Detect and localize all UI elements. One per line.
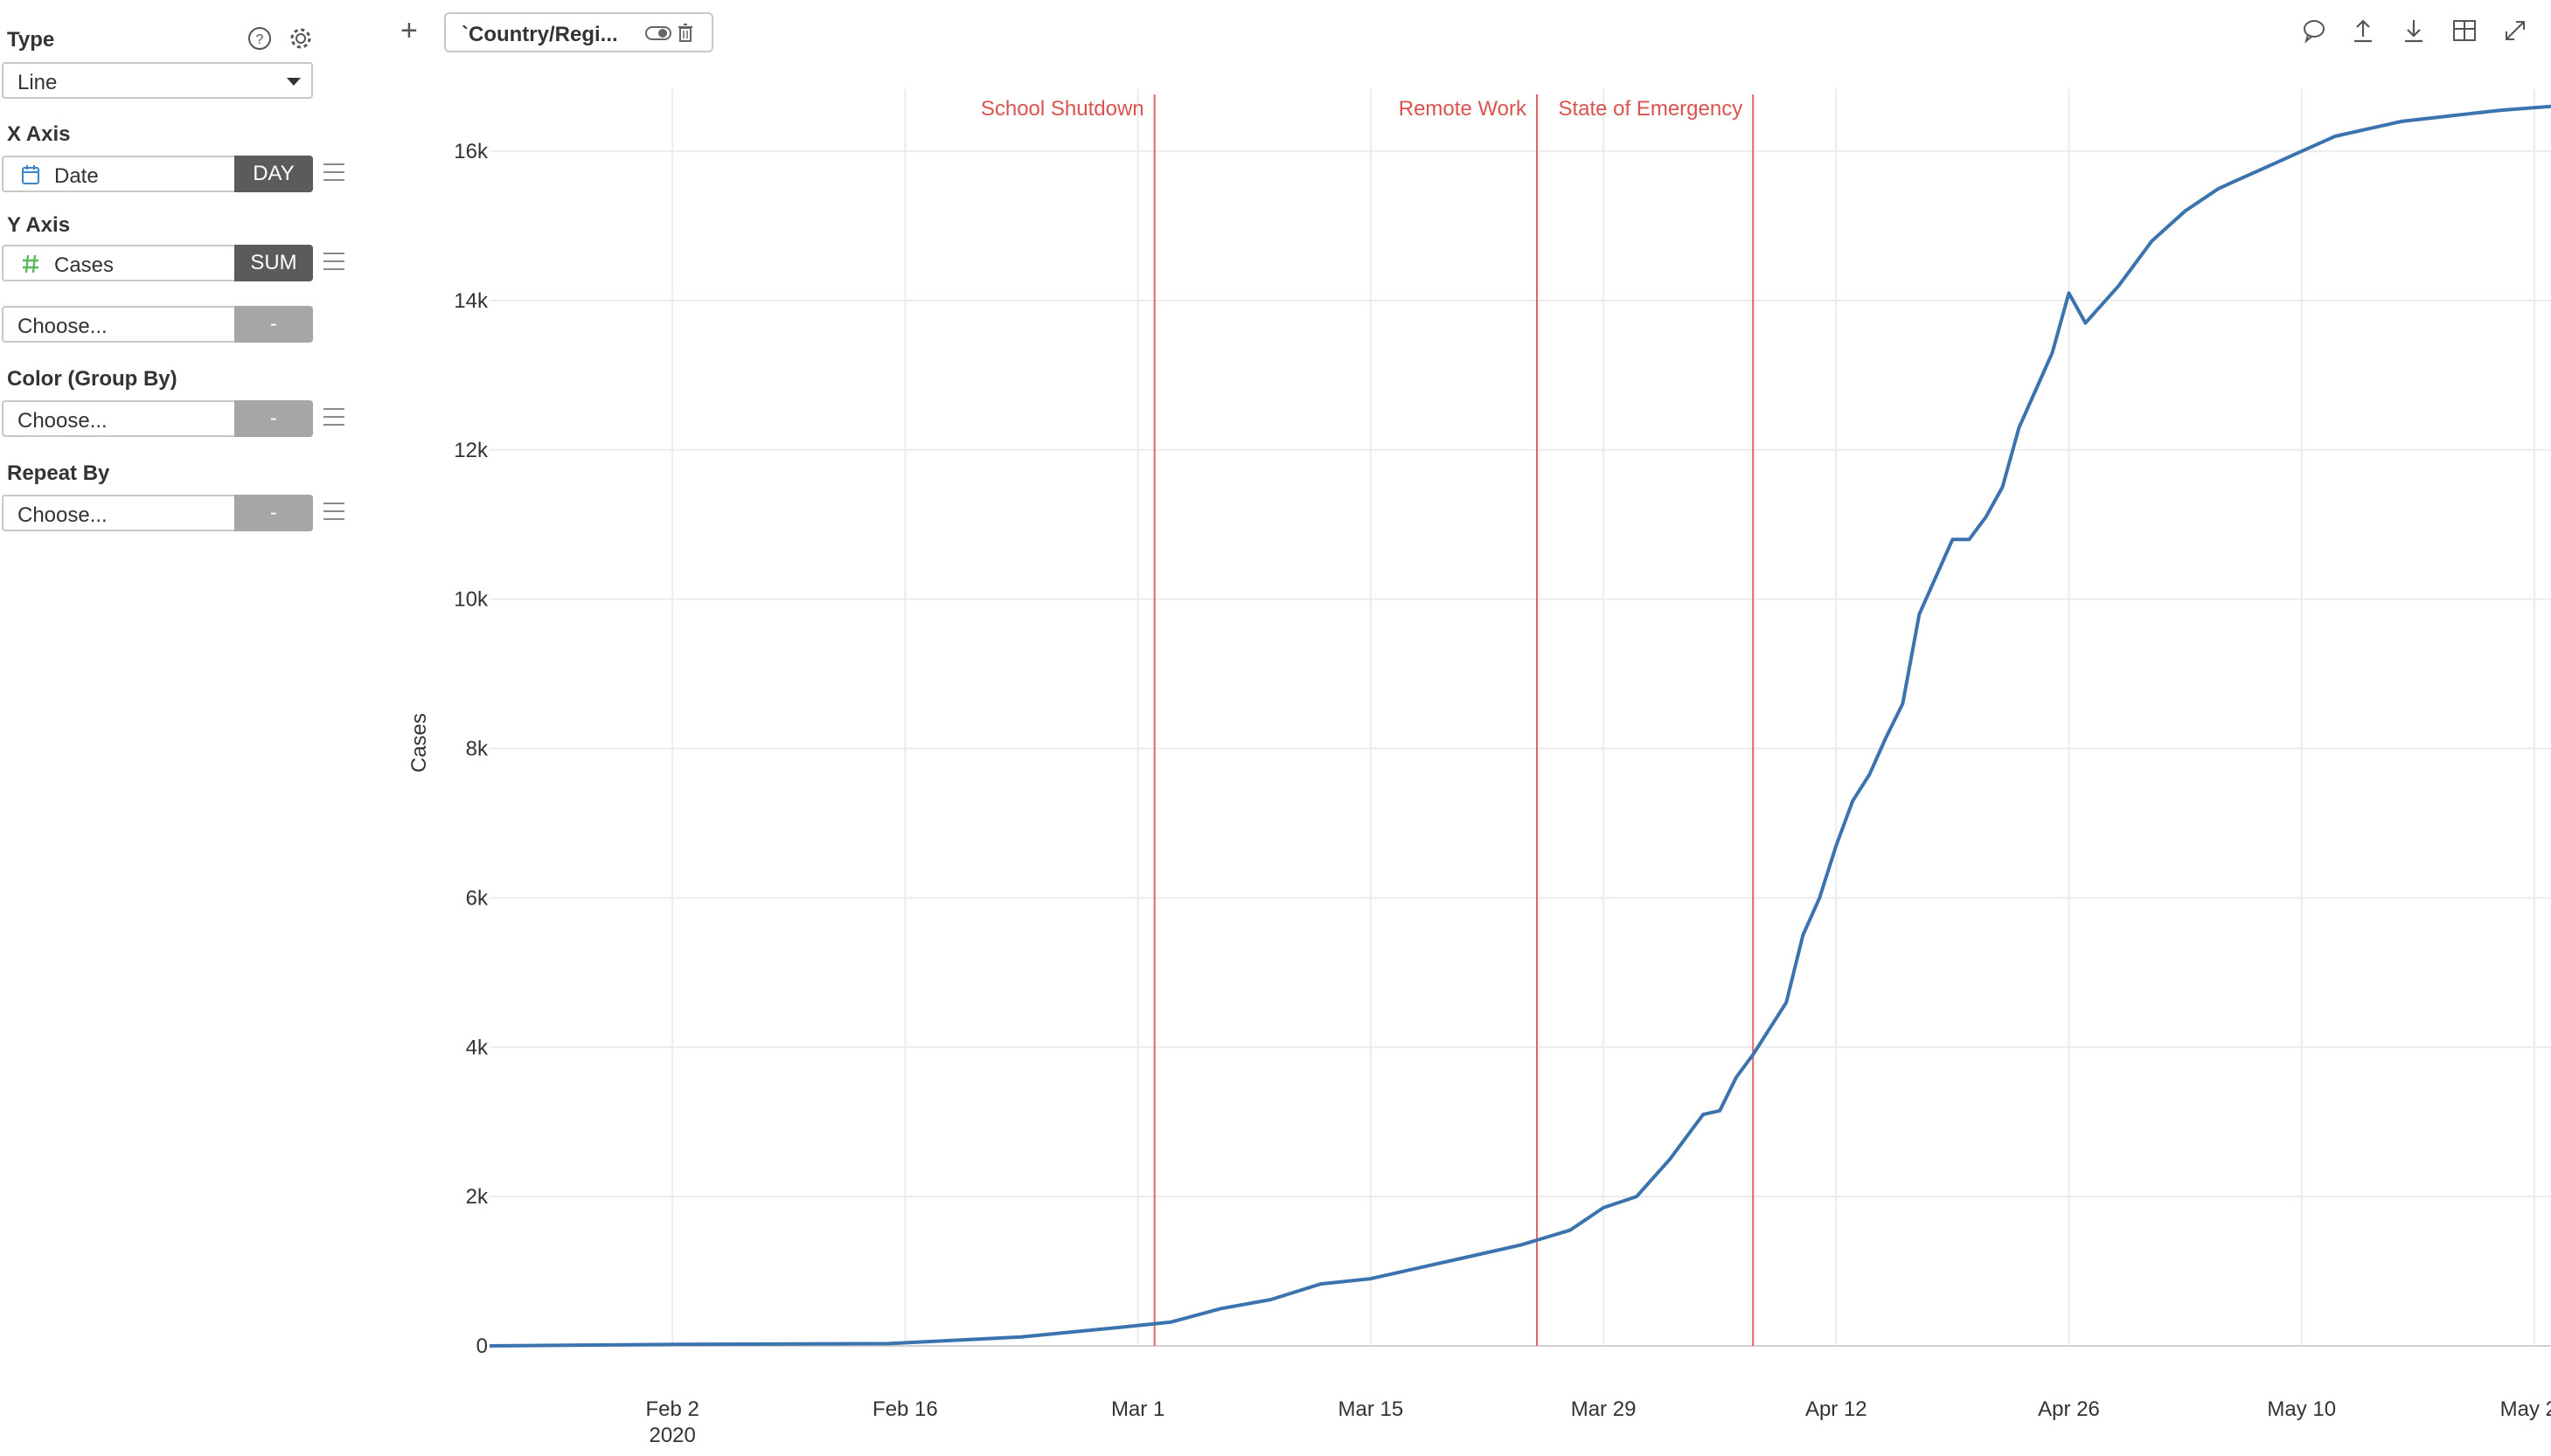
y-axis-aggregation-button[interactable]: SUM — [234, 245, 313, 281]
y-axis-title: Cases — [407, 713, 431, 773]
repeat-by-label: Repeat By — [7, 461, 110, 485]
x-axis-menu-icon[interactable] — [323, 163, 346, 183]
download-icon[interactable] — [2401, 17, 2427, 44]
x-axis-label: X Axis — [7, 122, 71, 146]
series-layer — [489, 104, 2551, 1348]
x-axis-field[interactable]: Date DAY — [2, 156, 313, 192]
repeat-by-placeholder: Choose... — [17, 503, 108, 527]
y-tick-label: 4k — [466, 1036, 489, 1059]
chevron-down-icon — [287, 78, 301, 86]
number-icon — [23, 254, 38, 274]
repeat-by-aggregation-button[interactable]: - — [234, 495, 313, 531]
y-tick-label: 10k — [454, 588, 489, 612]
y-axis-second-aggregation-button[interactable]: - — [234, 306, 313, 343]
y-axis-second-placeholder: Choose... — [17, 315, 108, 338]
svg-text:?: ? — [256, 32, 264, 47]
expand-icon[interactable] — [2502, 17, 2528, 44]
help-icon[interactable]: ? — [247, 26, 272, 51]
chart-type-select[interactable]: Line — [2, 62, 313, 99]
y-axis-second-field[interactable]: Choose... - — [2, 306, 313, 343]
y-tick-label: 14k — [454, 289, 489, 313]
y-tick-layer: 0 2k 4k 6k 8k 10k 12k 14k 16k — [454, 140, 489, 1358]
type-label: Type — [7, 28, 55, 52]
x-axis-aggregation-button[interactable]: DAY — [234, 156, 313, 192]
comment-icon[interactable] — [2301, 17, 2327, 44]
filter-tab-label: `Country/Regi... — [462, 23, 618, 46]
color-group-aggregation-button[interactable]: - — [234, 400, 313, 437]
event-marker-label: State of Emergency — [1558, 97, 1742, 121]
x-tick-label: Apr 12 — [1805, 1397, 1867, 1421]
x-tick-label: Mar 29 — [1571, 1397, 1637, 1421]
y-tick-label: 6k — [466, 886, 489, 910]
toggle-icon[interactable] — [645, 25, 671, 41]
table-icon[interactable] — [2451, 17, 2478, 44]
event-marker-label: Remote Work — [1399, 97, 1527, 121]
y-tick-label: 8k — [466, 738, 489, 761]
y-tick-label: 16k — [454, 140, 489, 163]
x-tick-label: Mar 1 — [1111, 1397, 1164, 1421]
x-tick-label: May 24 — [2500, 1397, 2551, 1421]
y-tick-label: 12k — [454, 439, 489, 462]
x-tick-sublabel: 2020 — [649, 1424, 695, 1447]
x-axis-field-name: Date — [54, 164, 99, 188]
y-tick-label: 2k — [466, 1185, 489, 1209]
y-tick-label: 0 — [476, 1335, 488, 1358]
x-tick-label: Feb 2 — [645, 1397, 699, 1421]
chart-type-value: Line — [17, 71, 58, 94]
series-line — [489, 104, 2551, 1348]
x-tick-label: Mar 15 — [1338, 1397, 1404, 1421]
trash-icon[interactable] — [677, 24, 694, 43]
y-axis-label: Y Axis — [7, 213, 71, 237]
sidebar: Type ? Line X Axis Date DAY Y Axis Cases… — [0, 0, 367, 1456]
x-tick-label: May 10 — [2267, 1397, 2336, 1421]
color-group-placeholder: Choose... — [17, 409, 108, 433]
y-axis-field[interactable]: Cases SUM — [2, 245, 313, 281]
color-group-field[interactable]: Choose... - — [2, 400, 313, 437]
calendar-icon — [22, 165, 39, 184]
y-axis-menu-icon[interactable] — [323, 253, 346, 272]
x-tick-layer: Feb 2 2020 Feb 16 Mar 1 Mar 15 Mar 29 Apr 12 Ap… — [645, 1397, 2551, 1447]
filter-tab[interactable]: `Country/Regi... — [444, 12, 713, 52]
gear-icon[interactable] — [288, 26, 313, 51]
upload-icon[interactable] — [2350, 17, 2376, 44]
y-axis-field-name: Cases — [54, 253, 115, 277]
repeat-by-menu-icon[interactable] — [323, 503, 346, 522]
repeat-by-field[interactable]: Choose... - — [2, 495, 313, 531]
event-layer: School Shutdown Remote Work State of Emerg… — [981, 94, 1755, 1346]
x-tick-label: Apr 26 — [2038, 1397, 2100, 1421]
event-marker-label: School Shutdown — [981, 97, 1144, 121]
x-tick-label: Feb 16 — [872, 1397, 938, 1421]
grid-layer — [490, 89, 2551, 1347]
color-group-menu-icon[interactable] — [323, 408, 346, 427]
add-filter-button[interactable]: + — [400, 14, 418, 47]
color-group-label: Color (Group By) — [7, 367, 177, 391]
